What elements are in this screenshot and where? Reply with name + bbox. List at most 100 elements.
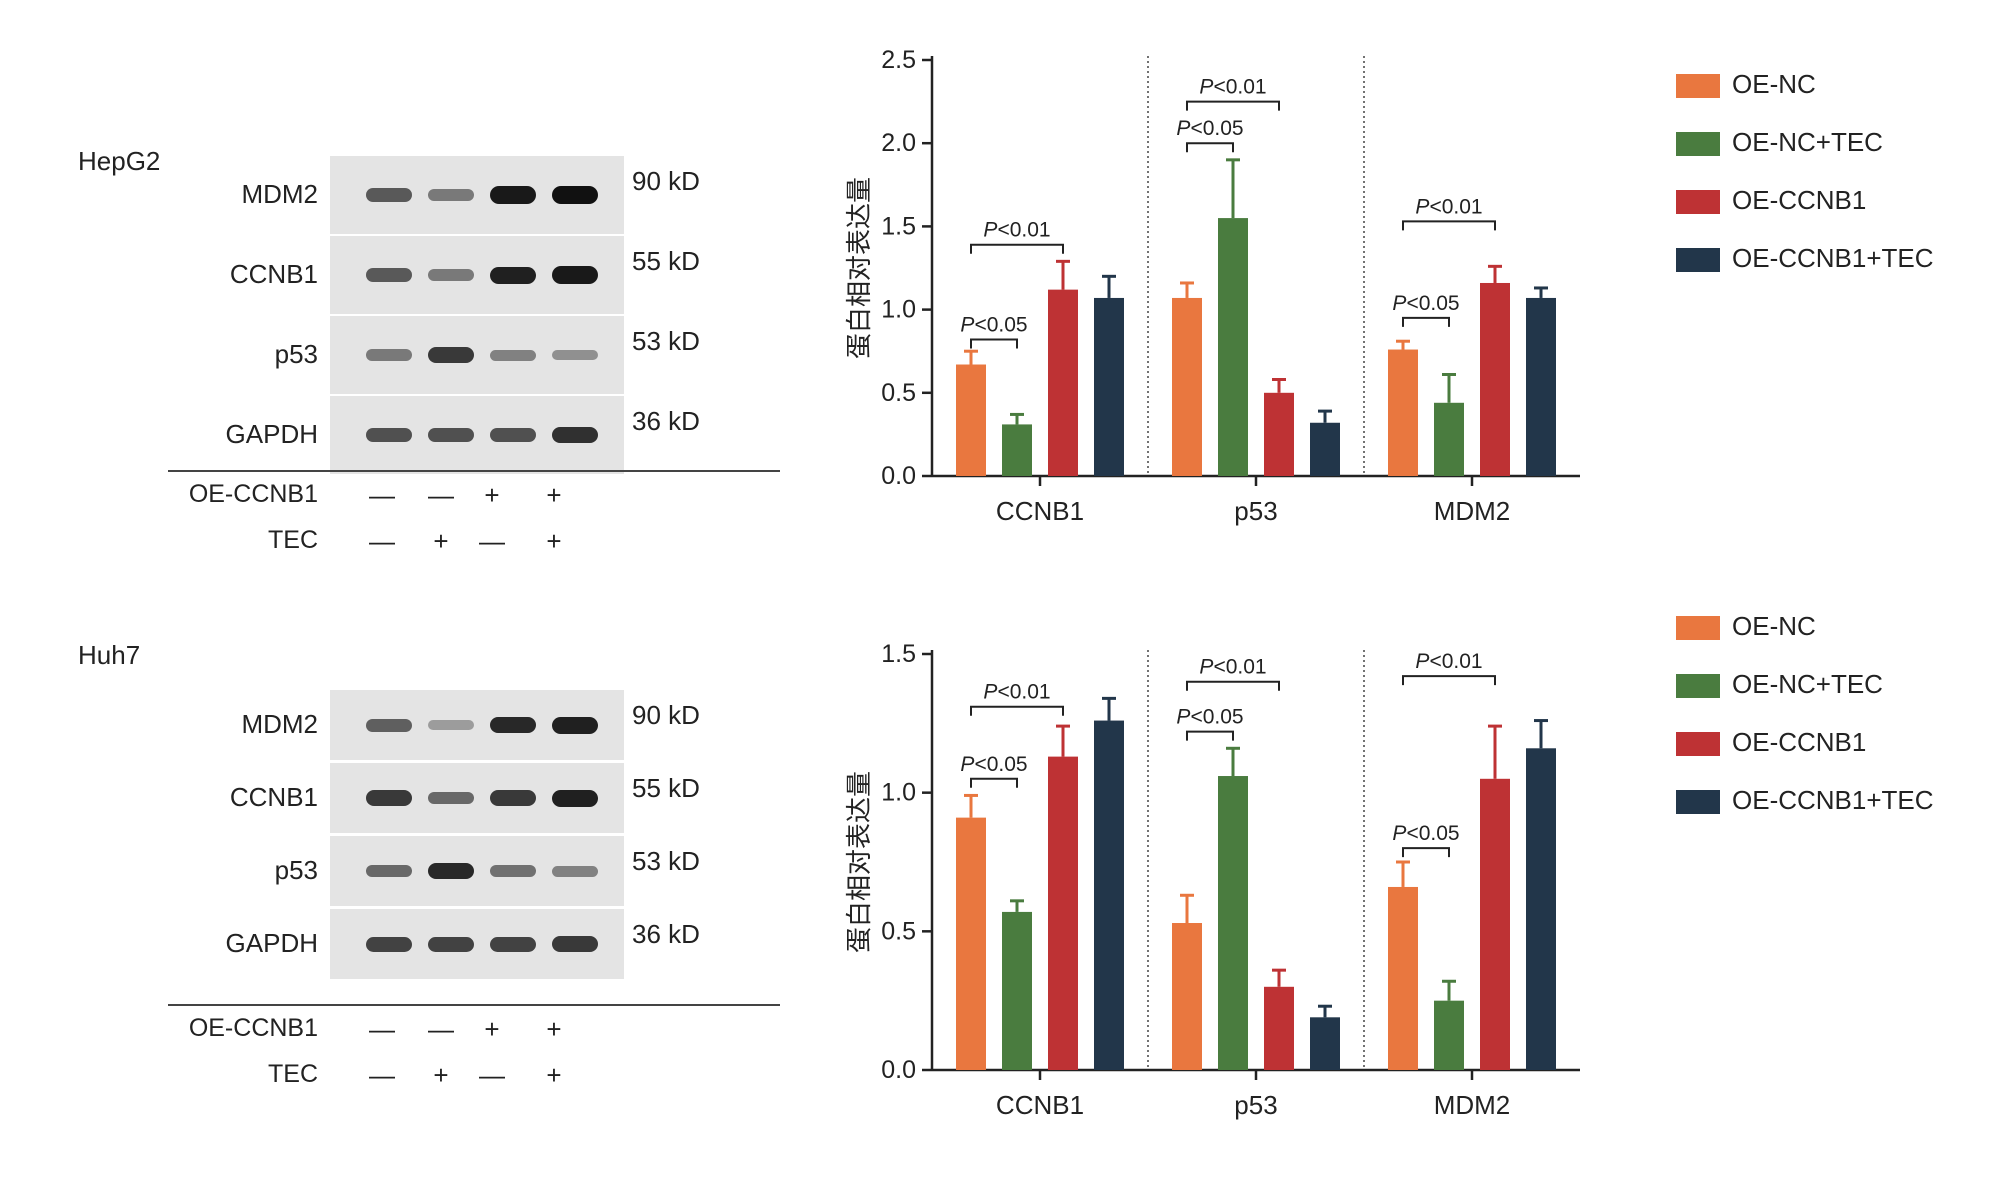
- legend-swatch: [1676, 616, 1720, 640]
- blot-size-label: 90 kD: [632, 700, 700, 730]
- significance-label: P<0.01: [983, 219, 1050, 242]
- blot-band: [552, 716, 598, 734]
- bar: [1172, 297, 1202, 476]
- treatment-mark: —: [369, 480, 395, 510]
- blot-band: [552, 936, 598, 952]
- significance-bracket: P<0.01: [1186, 76, 1280, 111]
- significance-bracket: P<0.05: [1392, 292, 1460, 327]
- treatment-mark: +: [484, 480, 500, 510]
- bracket-line: [970, 777, 1018, 788]
- significance-label: P<0.01: [983, 681, 1050, 704]
- bracket-line: [1402, 316, 1450, 327]
- blot-protein-label: MDM2: [241, 179, 318, 209]
- significance-bracket: P<0.01: [1402, 650, 1496, 686]
- treatment-label: OE-CCNB1: [188, 1014, 318, 1042]
- treatment-mark: —: [369, 1014, 395, 1044]
- legend-swatch: [1676, 732, 1720, 756]
- blot-size-label: 55 kD: [632, 773, 700, 803]
- blot-band: [428, 347, 474, 363]
- blot-strip: [330, 236, 624, 314]
- bracket-line: [1186, 100, 1280, 111]
- treatment-mark: +: [546, 526, 562, 556]
- blot-strip: [330, 763, 624, 833]
- bar: [1048, 756, 1078, 1070]
- significance-bracket: P<0.05: [1176, 706, 1244, 741]
- blot-band: [552, 350, 598, 360]
- blot-protein-label: GAPDH: [225, 928, 318, 958]
- treatment-mark: +: [546, 1060, 562, 1090]
- bar: [1048, 289, 1078, 476]
- blot-band: [366, 936, 412, 952]
- treatment-mark: —: [479, 1060, 505, 1090]
- treatment-mark: —: [428, 1014, 454, 1044]
- significance-label: P<0.05: [1392, 822, 1459, 845]
- bracket-line: [1186, 730, 1234, 741]
- legend-swatch: [1676, 132, 1720, 156]
- blot-size-label: 90 kD: [632, 166, 700, 196]
- legend-swatch: [1676, 248, 1720, 272]
- y-tick-label: 2.5: [881, 46, 916, 74]
- treatment-mark: +: [546, 480, 562, 510]
- blot-protein-label: MDM2: [241, 709, 318, 739]
- x-tick-label: MDM2: [1434, 496, 1511, 526]
- blot-band: [366, 349, 412, 361]
- blot-band: [428, 862, 474, 880]
- y-tick-label: 0.0: [881, 462, 916, 490]
- bar: [1094, 720, 1124, 1070]
- blot-protein-label: p53: [274, 339, 318, 369]
- blot-band: [490, 428, 536, 442]
- blot-band: [490, 790, 536, 806]
- bar: [1388, 886, 1418, 1070]
- blot-band: [552, 186, 598, 204]
- blot-band: [490, 865, 536, 877]
- bar: [1218, 776, 1248, 1070]
- significance-label: P<0.05: [1176, 706, 1243, 729]
- bar-chart: 0.0 0.5 1.0 1.5 蛋白相对表达量 CCNB1 p53 MDM2 P<0.05 P<0…: [845, 640, 1580, 1120]
- y-tick-label: 0.0: [881, 1056, 916, 1084]
- legend-swatch: [1676, 790, 1720, 814]
- huh7-panel: Huh7 MDM2 90 kD CCNB1 55 kD p53 53 kD GAPDH 36 …: [0, 594, 2008, 1187]
- blot-band: [552, 789, 598, 807]
- bracket-line: [1402, 220, 1496, 231]
- blot-band: [366, 718, 412, 732]
- bar: [1480, 778, 1510, 1070]
- y-tick-label: 2.0: [881, 129, 916, 157]
- significance-bracket: P<0.05: [960, 314, 1028, 349]
- bracket-line: [970, 243, 1064, 254]
- legend-label: OE-CCNB1+TEC: [1732, 785, 1934, 815]
- significance-bracket: P<0.01: [970, 681, 1064, 716]
- bar: [1434, 1000, 1464, 1070]
- x-tick-label: CCNB1: [996, 496, 1084, 526]
- y-tick-label: 1.0: [881, 779, 916, 807]
- treatment-mark: +: [484, 1014, 500, 1044]
- blot-band: [428, 269, 474, 281]
- significance-bracket: P<0.01: [1186, 656, 1280, 691]
- bar: [1172, 923, 1202, 1070]
- blot-strip: [330, 316, 624, 394]
- bar: [956, 364, 986, 476]
- blot-strip: [330, 156, 624, 234]
- y-tick-label: 1.5: [881, 640, 916, 668]
- y-axis-label: 蛋白相对表达量: [845, 771, 875, 953]
- significance-bracket: P<0.01: [1402, 195, 1496, 231]
- bar: [1218, 218, 1248, 476]
- blot-band: [490, 186, 536, 204]
- treatment-mark: —: [369, 1060, 395, 1090]
- bar: [1310, 422, 1340, 476]
- blot-size-label: 55 kD: [632, 246, 700, 276]
- bar-chart: 0.0 0.5 1.0 1.5 2.0 2.5 蛋白相对表达量 CCNB1 p53 MDM2 P<0…: [845, 46, 1580, 526]
- bar: [1002, 911, 1032, 1070]
- bar: [956, 817, 986, 1070]
- bar: [1094, 297, 1124, 476]
- bar: [1310, 1017, 1340, 1070]
- y-tick-label: 0.5: [881, 917, 916, 945]
- legend-label: OE-NC+TEC: [1732, 669, 1883, 699]
- legend-label: OE-CCNB1: [1732, 185, 1867, 215]
- y-tick-label: 1.0: [881, 296, 916, 324]
- blot-band: [490, 936, 536, 952]
- blot-band: [428, 189, 474, 201]
- bar: [1388, 349, 1418, 476]
- bracket-line: [1186, 142, 1234, 153]
- blot-band: [428, 936, 474, 952]
- blot-size-label: 53 kD: [632, 846, 700, 876]
